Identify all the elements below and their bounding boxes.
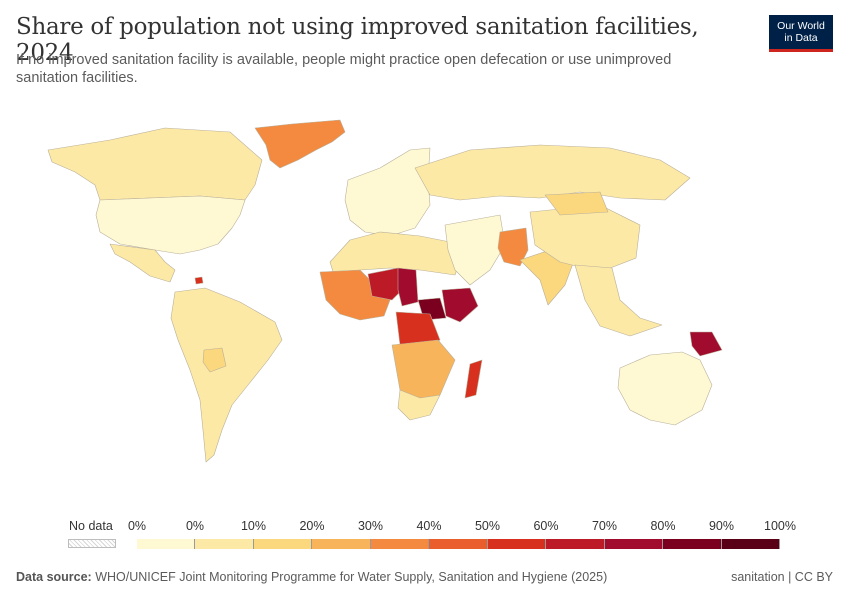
legend-tick-label: 20%	[299, 519, 325, 533]
legend-no-data-label: No data	[69, 519, 113, 533]
legend-no-data-swatch	[68, 539, 116, 548]
logo-line-1: Our World	[777, 20, 825, 32]
legend-tick-label: 90%	[708, 519, 735, 533]
legend-bin[interactable]	[721, 539, 780, 549]
map-region-canada[interactable]	[47, 127, 263, 201]
map-region-south-america[interactable]	[170, 287, 283, 463]
legend-tick-label: 30%	[357, 519, 384, 533]
legend-tick-label: 80%	[650, 519, 676, 533]
legend-bin[interactable]	[546, 539, 605, 549]
legend-bin[interactable]	[312, 539, 371, 549]
world-map	[47, 119, 723, 463]
legend-tick-label: 0%	[185, 519, 205, 533]
map-region-europe[interactable]	[344, 147, 431, 237]
map-region-ethiopia[interactable]	[441, 287, 479, 323]
legend-tick-label: 0%	[127, 519, 147, 533]
map-region-south-africa[interactable]	[397, 389, 441, 421]
legend-bin[interactable]	[195, 539, 254, 549]
owid-logo[interactable]: Our World in Data	[769, 15, 833, 52]
legend-tick-label: 10%	[240, 519, 267, 533]
map-region-bolivia[interactable]	[202, 347, 227, 373]
map-region-southeast-asia[interactable]	[574, 264, 663, 337]
data-source-label: Data source:	[16, 570, 92, 584]
data-source: Data source: WHO/UNICEF Joint Monitoring…	[16, 570, 607, 584]
legend-bin[interactable]	[370, 539, 429, 549]
map-region-australia[interactable]	[617, 351, 713, 426]
map-region-chad[interactable]	[397, 267, 419, 307]
legend-bin[interactable]	[429, 539, 488, 549]
map-region-mongolia[interactable]	[544, 191, 609, 216]
legend-tick-label: 60%	[533, 519, 559, 533]
map-region-papua-new-guinea[interactable]	[689, 331, 723, 357]
map-region-middle-east[interactable]	[444, 214, 506, 286]
map-region-russia[interactable]	[414, 144, 691, 201]
logo-line-2: in Data	[784, 32, 818, 44]
map-legend: No data 0% 0% 10% 20% 30% 40% 50% 60% 70% 80% 90% 1…	[0, 515, 850, 555]
legend-bin[interactable]	[663, 539, 722, 549]
map-region-madagascar[interactable]	[464, 359, 483, 399]
footer-license[interactable]: sanitation | CC BY	[731, 570, 833, 584]
page-title: Share of population not using improved s…	[16, 14, 699, 66]
legend-tick-label: 100%	[764, 519, 796, 533]
map-region-mexico[interactable]	[109, 243, 176, 283]
legend-tick-label: 50%	[474, 519, 501, 533]
legend-bin[interactable]	[487, 539, 546, 549]
data-source-text[interactable]: WHO/UNICEF Joint Monitoring Programme fo…	[95, 570, 608, 584]
legend-tick-label: 40%	[416, 519, 442, 533]
map-region-greenland[interactable]	[254, 119, 346, 169]
map-region-united-states[interactable]	[95, 195, 246, 255]
map-region-afghanistan[interactable]	[497, 227, 529, 267]
legend-bin[interactable]	[137, 539, 195, 549]
map-region-niger[interactable]	[367, 267, 403, 301]
legend-bin[interactable]	[253, 539, 312, 549]
legend-bin[interactable]	[604, 539, 663, 549]
page-subtitle: If no improved sanitation facility is av…	[16, 52, 672, 86]
legend-tick-label: 70%	[591, 519, 618, 533]
map-region-haiti[interactable]	[194, 276, 204, 285]
